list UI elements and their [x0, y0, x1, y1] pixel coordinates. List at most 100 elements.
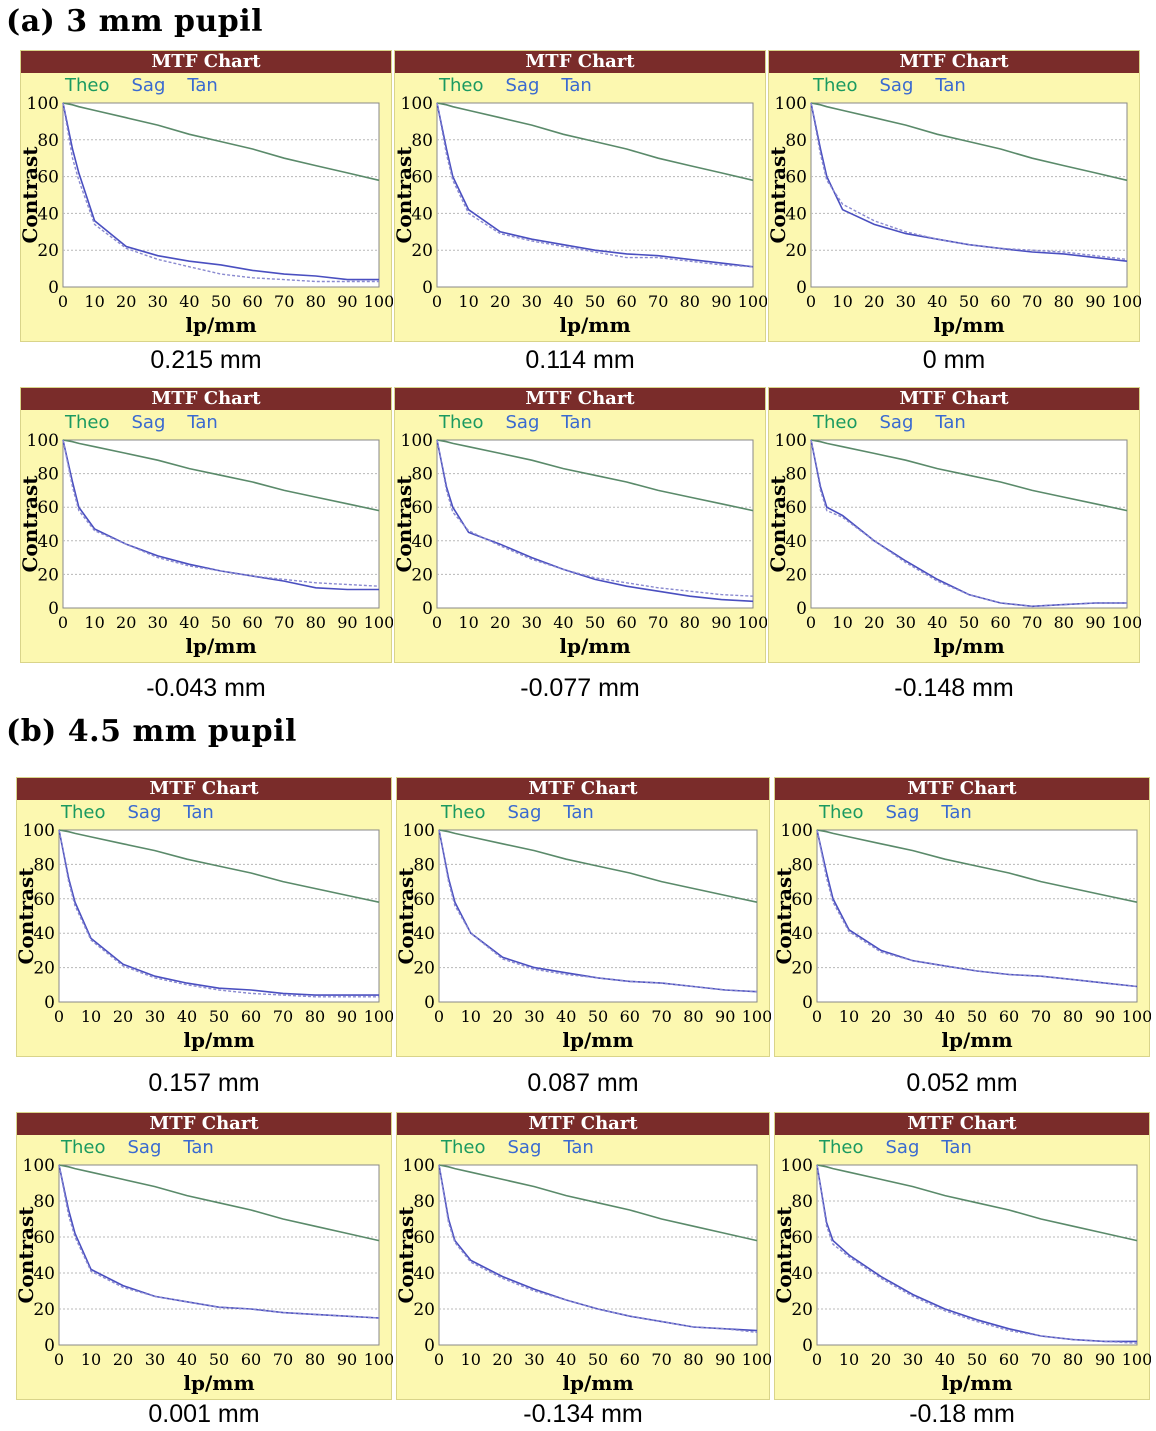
legend-theo: Theo	[441, 802, 486, 823]
x-tick-label: 40	[556, 1350, 576, 1369]
series-tan-line	[58, 829, 379, 998]
x-tick-label: 20	[113, 1350, 133, 1369]
chart-legend: Theo Sag Tan	[441, 802, 616, 823]
y-tick-label: 40	[413, 924, 435, 944]
y-tick-label: 60	[791, 890, 813, 910]
mtf-plot: 0 20 40 60 80 100 0 10 20 30 40 50 60 70 80 90 100 lp/mm C…	[21, 94, 393, 337]
x-tick-label: 90	[715, 1007, 735, 1026]
x-tick-label: 90	[1095, 1007, 1115, 1026]
x-tick-label: 40	[177, 1350, 197, 1369]
y-tick-label: 100	[403, 1156, 435, 1176]
x-tick-label: 70	[274, 613, 294, 632]
chart-legend: Theo Sag Tan	[819, 1137, 994, 1158]
y-tick-label: 20	[37, 241, 59, 261]
focus-position-label: 0.157 mm	[148, 1069, 260, 1097]
x-tick-label: 80	[306, 613, 326, 632]
x-tick-label: 30	[145, 1007, 165, 1026]
x-tick-label: 60	[990, 613, 1010, 632]
legend-sag: Sag	[879, 412, 914, 433]
y-tick-label: 20	[411, 241, 433, 261]
chart-title: MTF Chart	[21, 388, 391, 410]
legend-tan: Tan	[187, 75, 218, 96]
x-axis-label: lp/mm	[559, 313, 630, 337]
y-tick-label: 20	[33, 959, 55, 979]
y-tick-label: 40	[785, 532, 807, 552]
y-tick-label: 60	[413, 890, 435, 910]
y-axis-label: Contrast	[397, 1206, 418, 1304]
y-tick-label: 60	[785, 168, 807, 188]
y-tick-label: 100	[27, 94, 59, 114]
legend-theo: Theo	[441, 1137, 486, 1158]
legend-sag: Sag	[507, 802, 542, 823]
x-tick-label: 20	[492, 1007, 512, 1026]
y-tick-label: 40	[411, 532, 433, 552]
focus-position-label: 0 mm	[922, 346, 986, 374]
focus-position-label: 0.215 mm	[150, 346, 262, 374]
y-tick-label: 80	[785, 131, 807, 151]
focus-position-label: -0.077 mm	[520, 674, 640, 702]
y-tick-label: 100	[403, 821, 435, 841]
legend-sag: Sag	[885, 802, 920, 823]
x-tick-label: 10	[84, 613, 104, 632]
x-tick-label: 100	[738, 613, 767, 632]
x-tick-label: 100	[364, 1350, 393, 1369]
legend-theo: Theo	[61, 802, 106, 823]
y-tick-label: 20	[791, 959, 813, 979]
x-axis-label: lp/mm	[183, 1028, 254, 1052]
x-tick-label: 60	[241, 1007, 261, 1026]
series-tan-line	[816, 829, 1138, 988]
series-theo-line	[816, 1164, 1138, 1242]
chart-title: MTF Chart	[775, 1113, 1149, 1135]
focus-position-label: 0.052 mm	[906, 1069, 1018, 1097]
legend-theo: Theo	[813, 75, 858, 96]
x-tick-label: 100	[742, 1350, 771, 1369]
x-tick-label: 30	[522, 292, 542, 311]
x-tick-label: 20	[116, 613, 136, 632]
x-tick-label: 50	[211, 613, 231, 632]
y-tick-label: 80	[33, 855, 55, 875]
x-tick-label: 70	[1022, 292, 1042, 311]
plot-area	[62, 102, 380, 288]
legend-tan: Tan	[183, 1137, 214, 1158]
y-tick-label: 20	[33, 1300, 55, 1320]
x-tick-label: 30	[903, 1007, 923, 1026]
x-tick-label: 60	[999, 1007, 1019, 1026]
x-tick-label: 30	[148, 292, 168, 311]
plot-area	[810, 102, 1128, 288]
y-tick-label: 0	[802, 1336, 813, 1356]
y-tick-label: 40	[785, 204, 807, 224]
y-axis-label: Contrast	[397, 867, 418, 965]
x-tick-label: 90	[337, 292, 357, 311]
x-tick-label: 0	[806, 292, 816, 311]
x-tick-label: 70	[273, 1350, 293, 1369]
x-tick-label: 20	[490, 292, 510, 311]
x-tick-label: 40	[177, 1007, 197, 1026]
x-tick-label: 60	[616, 613, 636, 632]
x-tick-label: 10	[458, 613, 478, 632]
series-theo-line	[58, 1164, 380, 1242]
legend-tan: Tan	[935, 75, 966, 96]
series-theo-line	[438, 829, 758, 903]
y-tick-label: 100	[781, 821, 813, 841]
x-tick-label: 40	[927, 292, 947, 311]
x-tick-label: 50	[585, 613, 605, 632]
x-tick-label: 100	[364, 613, 393, 632]
x-tick-label: 60	[242, 613, 262, 632]
legend-sag: Sag	[127, 802, 162, 823]
y-tick-label: 100	[23, 1156, 55, 1176]
series-theo-line	[816, 829, 1138, 903]
mtf-plot: 0 20 40 60 80 100 0 10 20 30 40 50 60 70 80 90 100 lp/mm C…	[775, 821, 1151, 1052]
y-tick-label: 20	[413, 959, 435, 979]
y-tick-label: 0	[424, 1336, 435, 1356]
series-sag-line	[438, 829, 758, 993]
x-tick-label: 10	[839, 1007, 859, 1026]
legend-sag: Sag	[507, 1137, 542, 1158]
x-tick-label: 30	[896, 292, 916, 311]
y-tick-label: 0	[796, 278, 807, 298]
x-tick-label: 0	[54, 1007, 64, 1026]
y-axis-label: Contrast	[395, 146, 416, 244]
series-sag-line	[810, 102, 1128, 262]
x-tick-label: 40	[556, 1007, 576, 1026]
mtf-chart-panel-5: MTF Chart Theo Sag Tan 0 20 40 60 80 100 0 10 20 30 40…	[394, 387, 767, 663]
x-tick-label: 0	[58, 292, 68, 311]
